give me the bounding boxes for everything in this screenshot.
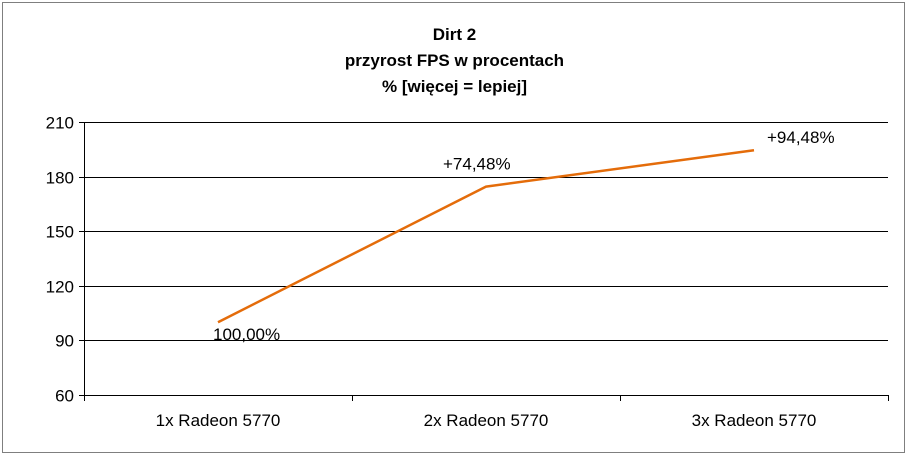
y-tick-label: 60 [55, 387, 74, 406]
chart-title: Dirt 2 przyrost FPS w procentach % [więc… [0, 22, 909, 100]
data-label: +94,48% [767, 128, 835, 147]
y-tick-label: 150 [46, 223, 74, 242]
y-tick-label: 90 [55, 332, 74, 351]
title-line-1: Dirt 2 [432, 25, 477, 44]
x-tick-label: 1x Radeon 5770 [156, 411, 281, 430]
data-labels: 100,00% +74,48% +94,48% [213, 128, 835, 344]
title-line-2: przyrost FPS w procentach [344, 51, 565, 70]
series-group [217, 149, 755, 324]
title-line-3: % [więcej = lepiej] [381, 77, 528, 96]
data-label: 100,00% [213, 325, 280, 344]
x-tick-label: 3x Radeon 5770 [692, 411, 817, 430]
x-tick-label: 2x Radeon 5770 [424, 411, 549, 430]
gridlines [84, 122, 888, 396]
y-axis: 60 90 120 150 180 210 [46, 114, 85, 406]
y-tick-label: 120 [46, 278, 74, 297]
x-axis: 1x Radeon 5770 2x Radeon 5770 3x Radeon 57… [84, 395, 889, 430]
y-tick-label: 180 [46, 169, 74, 188]
data-label: +74,48% [443, 155, 511, 174]
series-line [217, 149, 755, 324]
y-tick-label: 210 [46, 114, 74, 133]
